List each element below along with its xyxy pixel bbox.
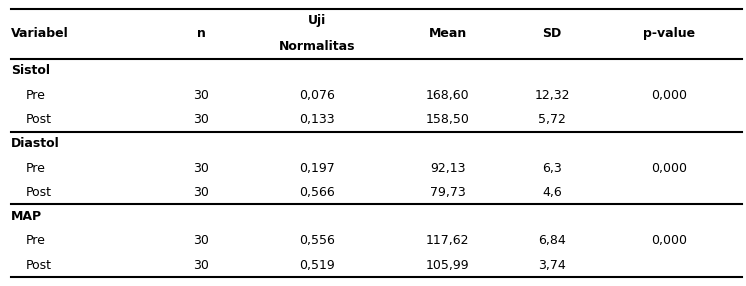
Text: Pre: Pre [26, 162, 46, 174]
Text: 92,13: 92,13 [430, 162, 466, 174]
Text: SD: SD [542, 27, 562, 40]
Text: 30: 30 [193, 235, 210, 247]
Text: 0,000: 0,000 [651, 235, 688, 247]
Text: Post: Post [26, 186, 52, 199]
Text: Post: Post [26, 259, 52, 272]
Text: 3,74: 3,74 [538, 259, 566, 272]
Text: Pre: Pre [26, 89, 46, 102]
Text: 0,076: 0,076 [299, 89, 335, 102]
Text: Diastol: Diastol [11, 137, 60, 150]
Text: 0,519: 0,519 [299, 259, 335, 272]
Text: 0,000: 0,000 [651, 162, 688, 174]
Text: 4,6: 4,6 [542, 186, 562, 199]
Text: Post: Post [26, 113, 52, 126]
Text: 0,566: 0,566 [299, 186, 335, 199]
Text: 0,197: 0,197 [299, 162, 335, 174]
Text: 0,000: 0,000 [651, 89, 688, 102]
Text: Normalitas: Normalitas [279, 40, 355, 53]
Text: Uji: Uji [308, 14, 326, 27]
Text: p-value: p-value [644, 27, 695, 40]
Text: MAP: MAP [11, 210, 43, 223]
Text: Variabel: Variabel [11, 27, 69, 40]
Text: 0,556: 0,556 [299, 235, 335, 247]
Text: Pre: Pre [26, 235, 46, 247]
Text: 117,62: 117,62 [426, 235, 469, 247]
Text: 0,133: 0,133 [299, 113, 335, 126]
Text: 30: 30 [193, 162, 210, 174]
Text: 12,32: 12,32 [534, 89, 570, 102]
Text: 5,72: 5,72 [538, 113, 566, 126]
Text: Sistol: Sistol [11, 64, 50, 77]
Text: 30: 30 [193, 186, 210, 199]
Text: 30: 30 [193, 89, 210, 102]
Text: 105,99: 105,99 [426, 259, 469, 272]
Text: 30: 30 [193, 259, 210, 272]
Text: n: n [197, 27, 206, 40]
Text: Mean: Mean [428, 27, 467, 40]
Text: 79,73: 79,73 [430, 186, 466, 199]
Text: 168,60: 168,60 [426, 89, 469, 102]
Text: 30: 30 [193, 113, 210, 126]
Text: 6,3: 6,3 [542, 162, 562, 174]
Text: 6,84: 6,84 [538, 235, 566, 247]
Text: 158,50: 158,50 [426, 113, 469, 126]
